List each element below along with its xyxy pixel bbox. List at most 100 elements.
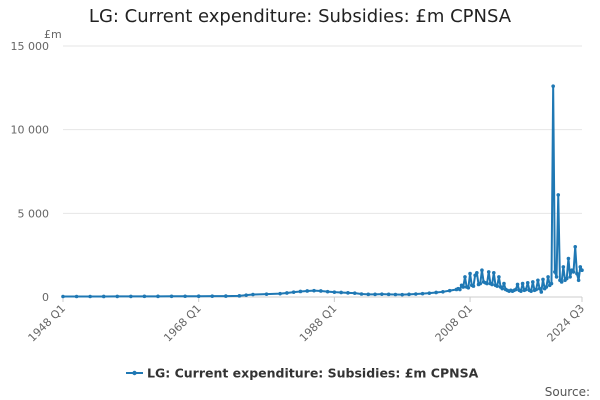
- data-point[interactable]: [251, 292, 255, 297]
- data-point[interactable]: [346, 291, 350, 295]
- data-point[interactable]: [210, 294, 215, 298]
- data-point[interactable]: [554, 275, 559, 279]
- data-point[interactable]: [129, 294, 133, 299]
- data-point[interactable]: [400, 292, 405, 297]
- data-point[interactable]: [546, 275, 550, 279]
- data-point[interactable]: [169, 294, 174, 299]
- data-point[interactable]: [568, 275, 572, 279]
- data-point[interactable]: [447, 288, 452, 293]
- data-point[interactable]: [564, 276, 569, 281]
- data-point[interactable]: [580, 268, 584, 273]
- data-point[interactable]: [485, 281, 489, 286]
- data-point[interactable]: [183, 294, 187, 299]
- series-layer: [61, 84, 584, 299]
- data-point[interactable]: [556, 193, 561, 197]
- data-point[interactable]: [427, 291, 432, 295]
- data-point[interactable]: [520, 281, 525, 286]
- data-point[interactable]: [325, 289, 330, 294]
- data-point[interactable]: [539, 290, 544, 294]
- data-point[interactable]: [434, 290, 438, 295]
- data-point[interactable]: [393, 292, 398, 297]
- x-tick-label: 1988 Q1: [297, 302, 340, 345]
- data-point[interactable]: [490, 282, 494, 287]
- data-point[interactable]: [224, 294, 228, 298]
- data-point[interactable]: [339, 290, 343, 295]
- data-point[interactable]: [537, 286, 542, 291]
- data-point[interactable]: [352, 291, 357, 295]
- data-point[interactable]: [500, 286, 505, 291]
- data-point[interactable]: [475, 270, 479, 275]
- data-point[interactable]: [478, 281, 483, 286]
- data-point[interactable]: [466, 286, 471, 290]
- data-point[interactable]: [486, 270, 491, 274]
- data-point[interactable]: [561, 265, 566, 269]
- y-tick-label: 15 000: [11, 40, 50, 53]
- data-point[interactable]: [576, 278, 581, 283]
- data-point[interactable]: [502, 281, 506, 286]
- data-point[interactable]: [524, 287, 528, 292]
- data-point[interactable]: [525, 280, 530, 285]
- data-point[interactable]: [156, 294, 160, 299]
- data-point[interactable]: [575, 271, 579, 276]
- data-point[interactable]: [244, 293, 248, 297]
- data-point[interactable]: [549, 281, 554, 286]
- data-point[interactable]: [559, 280, 564, 284]
- data-point[interactable]: [534, 287, 539, 292]
- data-point[interactable]: [319, 289, 323, 293]
- data-point[interactable]: [463, 275, 467, 279]
- data-point[interactable]: [305, 289, 310, 293]
- x-tick-label: 1968 Q1: [161, 302, 204, 345]
- data-point[interactable]: [88, 294, 92, 299]
- data-point[interactable]: [420, 291, 425, 296]
- data-point[interactable]: [529, 289, 533, 293]
- data-point[interactable]: [515, 282, 520, 287]
- data-point[interactable]: [285, 291, 289, 295]
- source-label[interactable]: Source:: [545, 385, 590, 399]
- data-point[interactable]: [551, 84, 555, 88]
- data-point[interactable]: [291, 290, 296, 294]
- data-point[interactable]: [413, 292, 418, 296]
- data-point[interactable]: [237, 294, 242, 298]
- data-point[interactable]: [553, 270, 557, 274]
- data-point[interactable]: [571, 270, 576, 274]
- series-line: [63, 85, 583, 298]
- data-point[interactable]: [461, 285, 466, 289]
- data-point[interactable]: [278, 291, 282, 296]
- y-tick-label: 0: [42, 291, 49, 304]
- data-point[interactable]: [492, 270, 496, 275]
- data-point[interactable]: [536, 278, 540, 283]
- data-point[interactable]: [101, 294, 106, 299]
- data-point[interactable]: [196, 294, 201, 299]
- data-point[interactable]: [480, 268, 484, 273]
- data-point[interactable]: [573, 245, 578, 249]
- data-point[interactable]: [115, 294, 120, 299]
- data-point[interactable]: [74, 294, 79, 299]
- data-point[interactable]: [373, 292, 377, 297]
- data-point[interactable]: [531, 280, 535, 284]
- data-point[interactable]: [142, 294, 147, 299]
- data-point[interactable]: [366, 292, 371, 297]
- data-point[interactable]: [514, 287, 518, 292]
- data-point[interactable]: [519, 289, 523, 293]
- data-point[interactable]: [298, 289, 303, 294]
- data-point[interactable]: [380, 292, 384, 296]
- data-point[interactable]: [312, 288, 316, 293]
- data-point[interactable]: [471, 284, 476, 288]
- data-point[interactable]: [497, 275, 501, 279]
- data-point[interactable]: [359, 292, 364, 296]
- data-point[interactable]: [441, 290, 445, 294]
- data-point[interactable]: [386, 292, 391, 297]
- legend[interactable]: LG: Current expenditure: Subsidies: £m C…: [126, 366, 479, 381]
- data-point[interactable]: [407, 292, 411, 297]
- data-point[interactable]: [566, 256, 571, 261]
- data-point[interactable]: [578, 265, 583, 269]
- data-point[interactable]: [458, 287, 462, 292]
- y-unit-label: £m: [44, 28, 62, 41]
- data-point[interactable]: [468, 271, 472, 276]
- data-point[interactable]: [264, 292, 269, 296]
- data-point[interactable]: [61, 294, 65, 299]
- data-point[interactable]: [332, 290, 337, 294]
- data-point[interactable]: [495, 284, 500, 288]
- data-point[interactable]: [541, 277, 545, 282]
- data-point[interactable]: [544, 285, 549, 289]
